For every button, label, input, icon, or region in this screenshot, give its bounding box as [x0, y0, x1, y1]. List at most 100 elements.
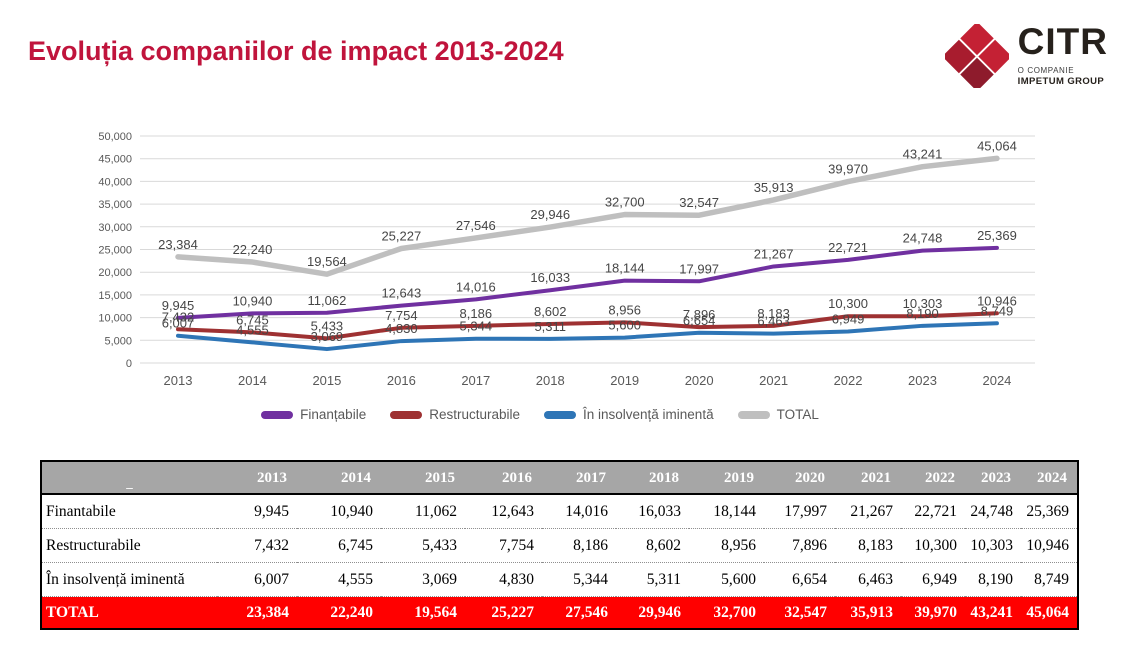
x-axis-tick-label: 2023 — [908, 373, 937, 388]
data-label: 22,721 — [828, 240, 868, 255]
table-cell: 9,945 — [254, 503, 289, 520]
table-total-cell: 45,064 — [1021, 596, 1078, 629]
data-label: 8,186 — [460, 306, 493, 321]
table-year-header: 2018 — [616, 461, 689, 495]
table-cell: 8,183 — [858, 537, 893, 554]
data-label: 32,547 — [679, 195, 719, 210]
data-label: 3,069 — [311, 329, 344, 344]
table-cell: 10,940 — [330, 503, 373, 520]
table-total-row: TOTAL 23,384 22,240 19,564 25,227 27,546 29,94… — [41, 596, 1078, 629]
table-row-label: Restructurabile — [46, 537, 141, 554]
series-line--n-insolven-iminent- — [176, 321, 999, 352]
x-axis-tick-label: 2022 — [834, 373, 863, 388]
legend-item--n-insolven-iminent-: În insolvență iminentă — [544, 407, 714, 422]
evolution-line-chart: 0 5,000 10,000 15,000 20,000 25,000 30,000 35,0… — [98, 131, 1035, 388]
data-label: 29,946 — [530, 207, 570, 222]
data-label: 8,749 — [981, 303, 1014, 318]
legend-marker-icon — [390, 410, 423, 419]
table-total-cell: 19,564 — [381, 596, 465, 629]
table-year-header: 2021 — [835, 461, 901, 495]
table-year-header: 2016 — [465, 461, 542, 495]
data-label: 7,754 — [385, 308, 418, 323]
data-label: 6,654 — [683, 313, 716, 328]
data-label: 39,970 — [828, 162, 868, 177]
table-year-header: 2020 — [764, 461, 835, 495]
table-cell: 5,311 — [646, 571, 681, 588]
x-axis-tick-label: 2019 — [610, 373, 639, 388]
legend-marker-icon — [261, 410, 294, 419]
data-label: 24,748 — [903, 231, 943, 246]
data-label: 8,602 — [534, 304, 567, 319]
data-label: 10,946 — [977, 293, 1017, 308]
data-label: 32,700 — [605, 195, 645, 210]
y-axis-tick-label: 45,000 — [98, 154, 132, 166]
table-row-label: În insolvență iminentă — [46, 571, 185, 588]
x-axis-tick-label: 2013 — [164, 373, 193, 388]
table-cell: 17,997 — [784, 503, 827, 520]
data-label: 23,384 — [158, 237, 198, 252]
data-label: 4,555 — [236, 322, 269, 337]
table-year-header: 2017 — [542, 461, 616, 495]
table-cell: 12,643 — [491, 503, 534, 520]
citr-wordmark: CITR — [1017, 21, 1108, 62]
data-label: 11,062 — [308, 293, 347, 308]
table-cell: 8,956 — [721, 537, 756, 554]
table-cell: 8,186 — [573, 537, 608, 554]
table-year-header: 2013 — [217, 461, 297, 495]
table-year-header: 2024 — [1021, 461, 1078, 495]
y-axis-tick-label: 5,000 — [104, 335, 132, 347]
y-axis-tick-label: 15,000 — [98, 290, 132, 302]
x-axis-tick-label: 2021 — [759, 373, 788, 388]
y-axis-tick-label: 50,000 — [98, 131, 132, 143]
table-total-cell: 32,700 — [689, 596, 764, 629]
table-total-cell: 23,384 — [217, 596, 297, 629]
table-total-label: TOTAL — [41, 596, 217, 629]
data-label: 12,643 — [381, 286, 421, 301]
table-row: Restructurabile 7,432 6,745 5,433 7,754 8,186… — [41, 529, 1078, 563]
table-cell: 6,745 — [338, 537, 373, 554]
legend-marker-icon — [544, 410, 576, 419]
series-line-total — [175, 155, 1000, 277]
data-label: 25,369 — [977, 228, 1017, 243]
data-label: 27,546 — [456, 218, 496, 233]
legend-label: Restructurabile — [429, 407, 520, 422]
data-label: 16,033 — [530, 270, 570, 285]
y-axis-tick-label: 30,000 — [98, 222, 132, 234]
data-label: 6,463 — [757, 314, 790, 329]
x-axis-tick-label: 2014 — [238, 373, 267, 388]
legend-item-restructurabile: Restructurabile — [390, 407, 520, 422]
table-total-cell: 29,946 — [616, 596, 689, 629]
data-label: 19,564 — [307, 254, 347, 269]
x-axis-tick-label: 2017 — [461, 373, 490, 388]
data-label: 43,241 — [903, 147, 943, 162]
table-cell: 10,300 — [914, 537, 957, 554]
table-cell: 11,062 — [414, 503, 457, 520]
table-total-cell: 39,970 — [901, 596, 965, 629]
table-cell: 4,830 — [499, 571, 534, 588]
table-cell: 7,896 — [792, 537, 827, 554]
data-label: 17,997 — [679, 261, 719, 276]
data-label: 35,913 — [754, 180, 794, 195]
citr-diamond-icon — [944, 24, 1009, 88]
table-total-cell: 35,913 — [835, 596, 901, 629]
table-cell: 25,369 — [1026, 503, 1069, 520]
series-line-finan-abile — [176, 245, 999, 320]
data-label: 8,190 — [906, 306, 939, 321]
table-cell: 8,602 — [646, 537, 681, 554]
table-cell: 10,303 — [970, 537, 1013, 554]
data-label: 4,830 — [385, 321, 418, 336]
data-table: _ 2013 2014 2015 2016 2017 2018 2019 2020 2021 202… — [40, 460, 1079, 630]
table-cell: 8,190 — [978, 571, 1013, 588]
y-axis-tick-label: 0 — [126, 358, 132, 370]
page-title: Evoluția companiilor de impact 2013-2024 — [28, 36, 564, 66]
data-label: 7,432 — [162, 309, 195, 324]
table-cell: 6,007 — [254, 571, 289, 588]
table-corner-cell: _ — [41, 461, 217, 495]
y-axis-tick-label: 35,000 — [98, 199, 132, 211]
table-cell: 6,949 — [922, 571, 957, 588]
table-cell: 3,069 — [422, 571, 457, 588]
table-total-cell: 32,547 — [764, 596, 835, 629]
table-header-row: _ 2013 2014 2015 2016 2017 2018 2019 2020 2021 202… — [41, 461, 1078, 495]
table-total-cell: 25,227 — [465, 596, 542, 629]
table-total-cell: 22,240 — [297, 596, 381, 629]
